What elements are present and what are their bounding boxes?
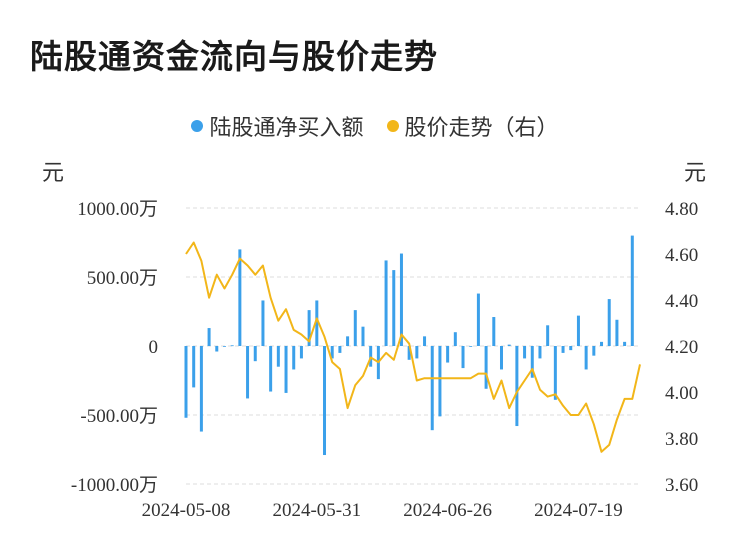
bar: [438, 346, 442, 417]
bar: [284, 346, 288, 393]
bar: [330, 346, 334, 359]
bar: [215, 346, 219, 352]
bar: [453, 332, 457, 346]
legend-bar-label: 陆股通净买入额: [209, 116, 364, 141]
bar: [407, 346, 411, 360]
bar: [261, 300, 265, 346]
chart-title: 陆股通资金流向与股价走势: [30, 37, 438, 76]
bar: [415, 346, 419, 359]
bar: [338, 346, 342, 353]
right-axis-tick-label: 3.60: [665, 475, 698, 496]
bar: [607, 299, 611, 346]
bar: [199, 346, 203, 432]
right-axis-tick-label: 4.40: [665, 291, 698, 312]
bar: [469, 346, 473, 347]
bar: [423, 336, 427, 346]
bar: [530, 346, 534, 378]
bar: [292, 346, 296, 370]
x-axis-tick-label: 2024-06-26: [403, 500, 492, 521]
bar: [430, 346, 434, 431]
bar: [399, 253, 403, 346]
bar: [569, 346, 573, 351]
bar: [592, 346, 596, 356]
bar: [600, 341, 604, 346]
bar: [353, 310, 357, 346]
bar: [192, 346, 196, 388]
left-axis-tick-label: 0: [149, 337, 159, 358]
bar: [492, 317, 496, 346]
left-axis-tick-label: -1000.00万: [71, 475, 158, 496]
bar: [346, 336, 350, 346]
bar: [384, 260, 388, 346]
bar: [392, 270, 396, 346]
bar: [515, 346, 519, 427]
left-axis-unit: 元: [42, 161, 65, 186]
x-axis-tick-label: 2024-05-08: [142, 500, 231, 521]
bar: [630, 235, 634, 346]
bar: [207, 328, 211, 346]
bar: [299, 346, 303, 359]
bar: [538, 346, 542, 359]
bar: [222, 346, 226, 347]
bar: [253, 346, 257, 362]
bar: [576, 315, 580, 346]
price-line: [185, 241, 641, 453]
bar: [584, 346, 588, 370]
right-axis-tick-label: 4.60: [665, 245, 698, 266]
bar: [461, 346, 465, 369]
x-axis-tick-label: 2024-07-19: [534, 500, 623, 521]
bar: [307, 310, 311, 346]
bar: [446, 346, 450, 363]
bar: [484, 346, 488, 389]
legend: 陆股通净买入额 股价走势（右）: [0, 110, 750, 142]
bar: [361, 326, 365, 346]
right-axis-unit: 元: [684, 161, 707, 186]
bar: [499, 346, 503, 370]
bar: [184, 346, 188, 418]
left-axis-tick-label: 500.00万: [87, 268, 158, 289]
legend-line-label: 股价走势（右）: [404, 116, 559, 141]
right-axis-tick-label: 4.20: [665, 337, 698, 358]
bar: [476, 293, 480, 346]
right-axis-tick-label: 4.00: [665, 383, 698, 404]
right-axis-tick-label: 4.80: [665, 199, 698, 220]
bar: [276, 346, 280, 367]
bar: [553, 346, 557, 400]
bar: [623, 341, 627, 346]
bar: [561, 346, 565, 353]
bar: [507, 344, 511, 346]
bar: [523, 346, 527, 359]
right-axis-tick-label: 3.80: [665, 429, 698, 450]
x-axis-tick-label: 2024-05-31: [272, 500, 361, 521]
bar: [230, 345, 234, 347]
legend-line-dot: [386, 120, 399, 132]
bar: [269, 346, 273, 392]
left-axis-tick-label: -500.00万: [80, 406, 158, 427]
bar: [615, 319, 619, 346]
bar: [323, 346, 327, 456]
legend-item-line[interactable]: 股价走势（右）: [386, 110, 559, 142]
bar: [369, 346, 373, 367]
bar: [315, 300, 319, 346]
left-axis-tick-label: 1000.00万: [77, 199, 158, 220]
legend-bar-dot: [191, 120, 204, 132]
bar: [546, 325, 550, 346]
bar: [246, 346, 250, 399]
legend-item-bar[interactable]: 陆股通净买入额: [191, 110, 364, 142]
bar: [238, 249, 242, 346]
